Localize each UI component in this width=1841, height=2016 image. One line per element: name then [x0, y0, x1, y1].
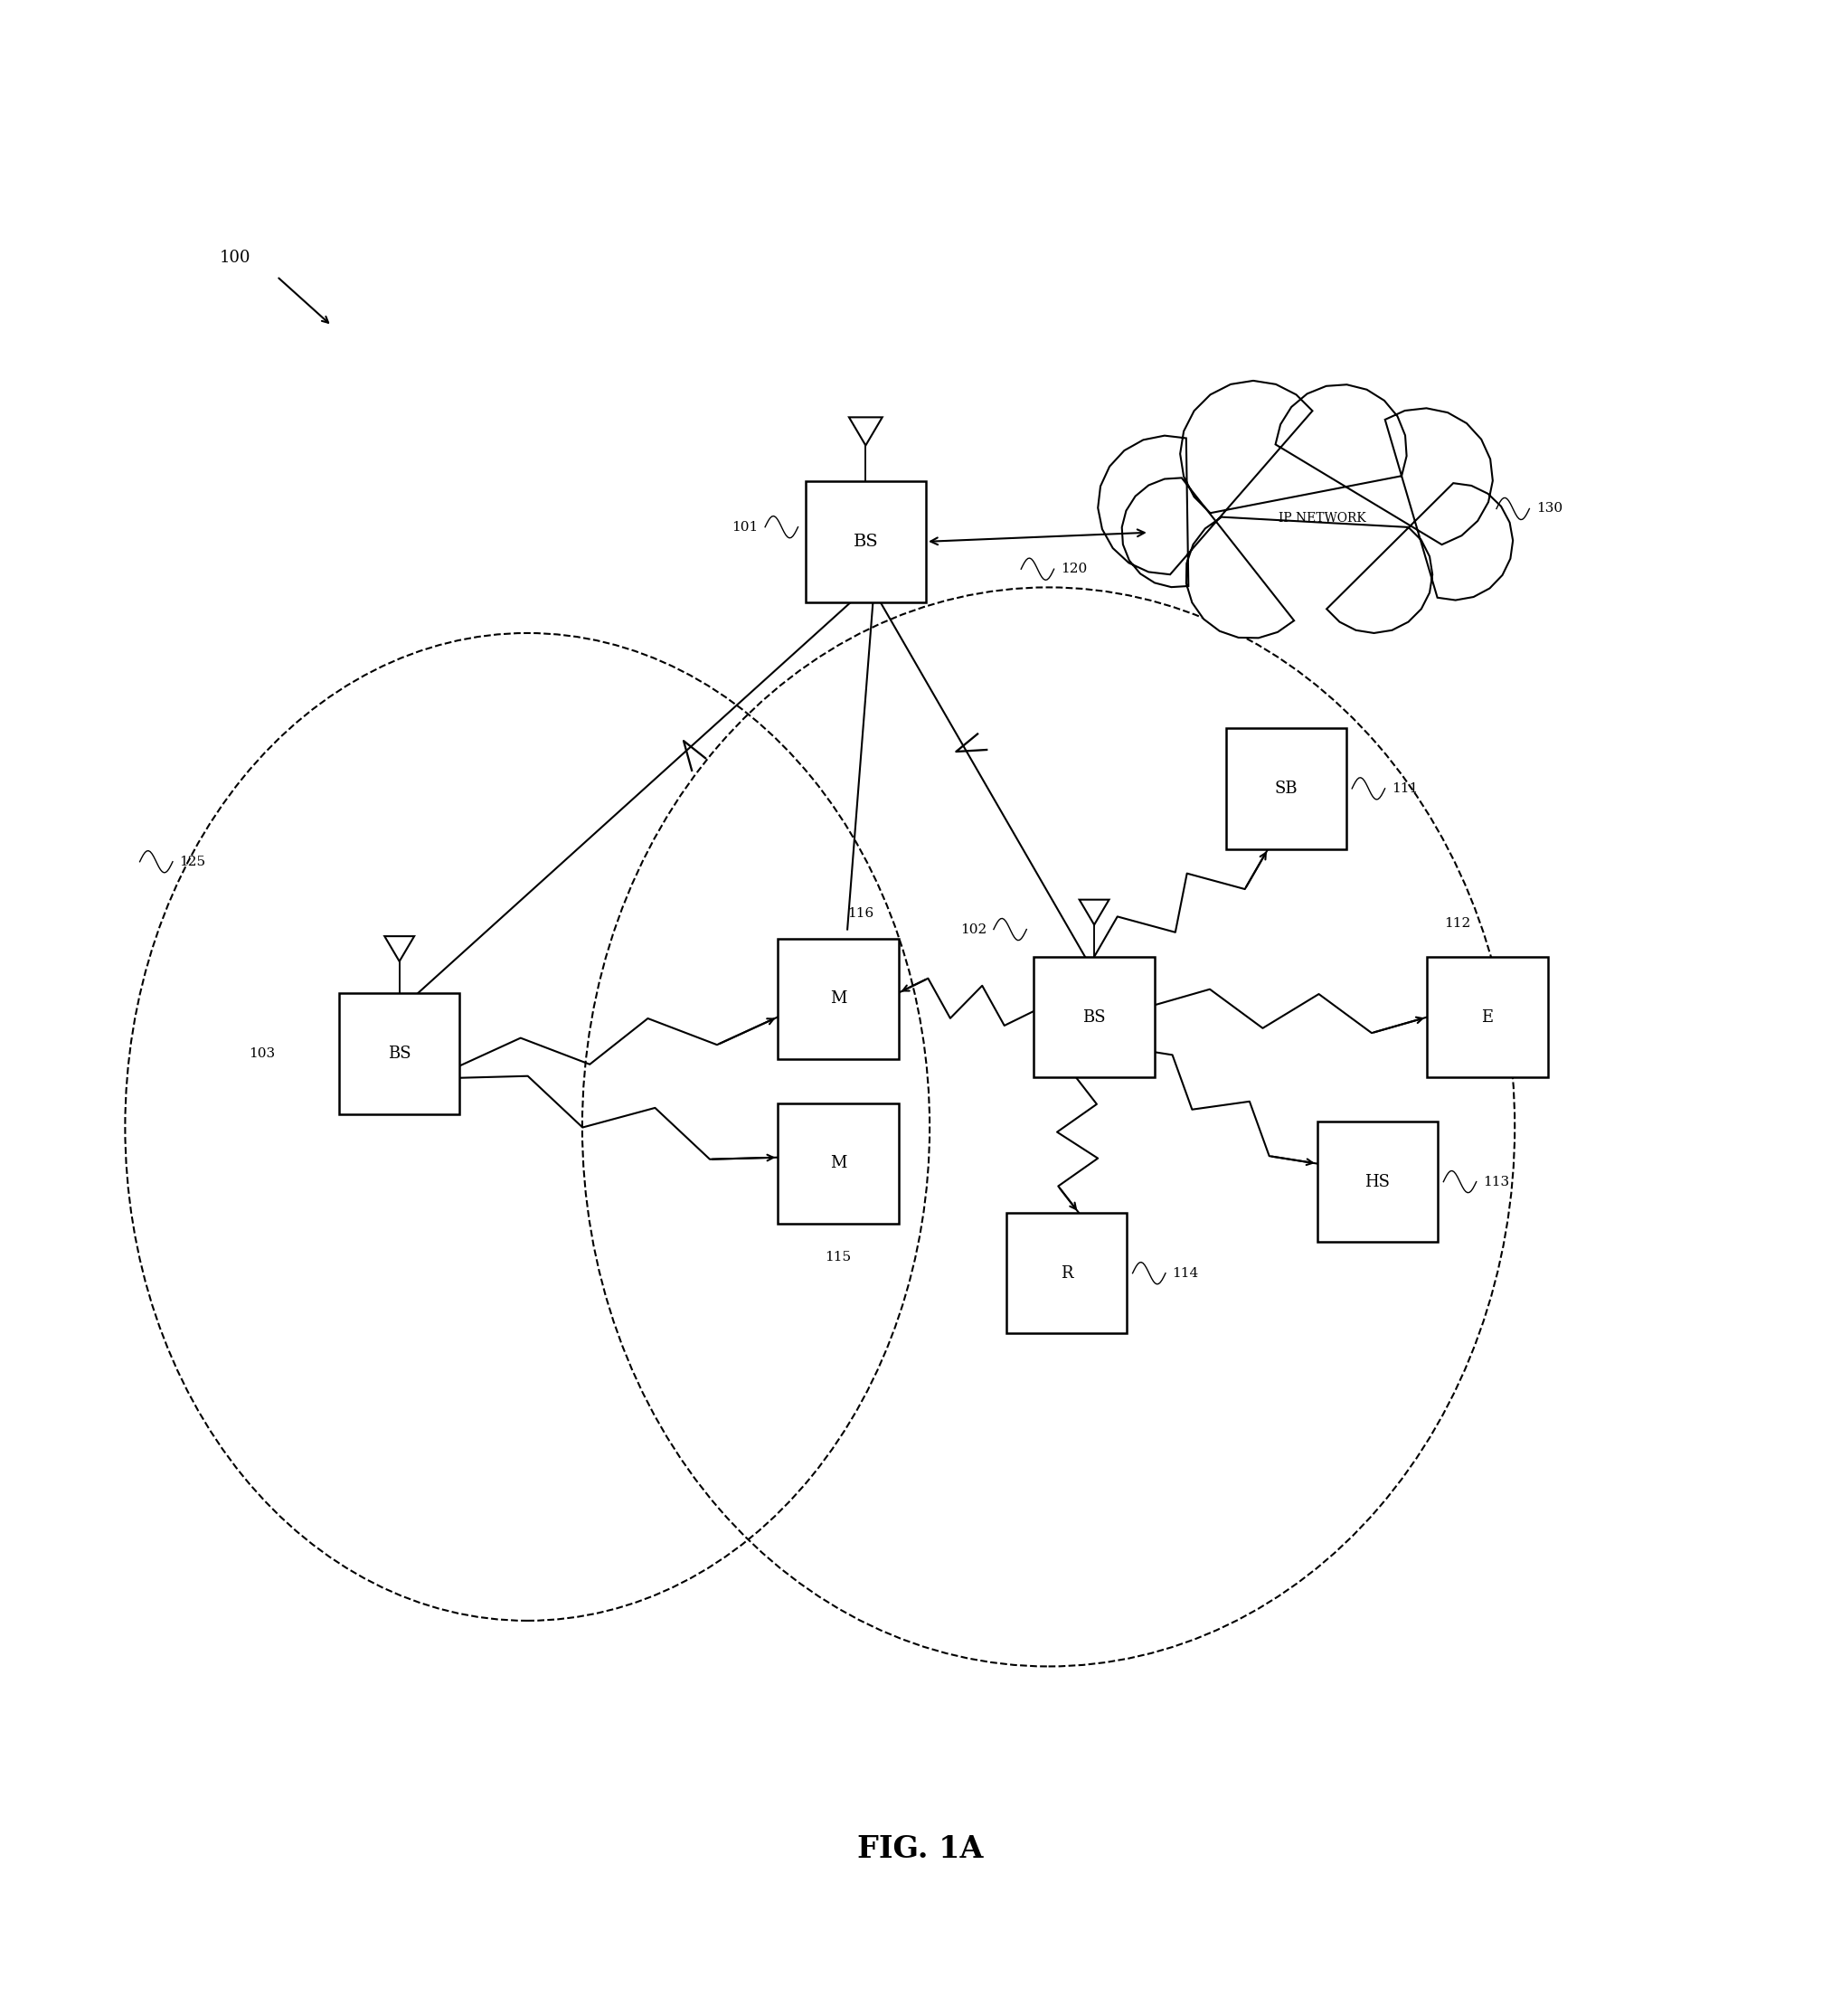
Text: 100: 100: [219, 250, 250, 266]
Text: 111: 111: [1392, 782, 1418, 794]
FancyBboxPatch shape: [1427, 958, 1548, 1077]
Text: M: M: [830, 1155, 847, 1171]
Text: 101: 101: [733, 520, 758, 534]
Text: BS: BS: [852, 534, 878, 550]
FancyBboxPatch shape: [779, 1103, 898, 1224]
Text: HS: HS: [1364, 1173, 1390, 1189]
Text: 103: 103: [249, 1048, 274, 1060]
Text: 115: 115: [825, 1252, 851, 1264]
Text: FIG. 1A: FIG. 1A: [858, 1835, 983, 1865]
FancyBboxPatch shape: [1318, 1121, 1438, 1242]
Polygon shape: [1097, 381, 1513, 637]
Text: 116: 116: [847, 907, 874, 919]
Text: IP NETWORK: IP NETWORK: [1279, 512, 1366, 524]
FancyBboxPatch shape: [1007, 1214, 1127, 1333]
Text: BS: BS: [1083, 1008, 1106, 1026]
Text: 102: 102: [961, 923, 987, 935]
FancyBboxPatch shape: [779, 939, 898, 1058]
Text: E: E: [1482, 1008, 1493, 1026]
Text: 130: 130: [1535, 502, 1563, 514]
Text: R: R: [1060, 1266, 1073, 1282]
Text: 113: 113: [1484, 1175, 1510, 1187]
Text: 125: 125: [179, 855, 206, 869]
Text: BS: BS: [388, 1046, 411, 1062]
Text: 112: 112: [1443, 917, 1471, 929]
FancyBboxPatch shape: [339, 994, 460, 1115]
FancyBboxPatch shape: [805, 482, 926, 603]
Text: 120: 120: [1060, 562, 1086, 575]
Text: 114: 114: [1173, 1266, 1198, 1280]
FancyBboxPatch shape: [1035, 958, 1154, 1077]
FancyBboxPatch shape: [1226, 728, 1346, 849]
Text: M: M: [830, 990, 847, 1008]
Text: SB: SB: [1274, 780, 1298, 796]
